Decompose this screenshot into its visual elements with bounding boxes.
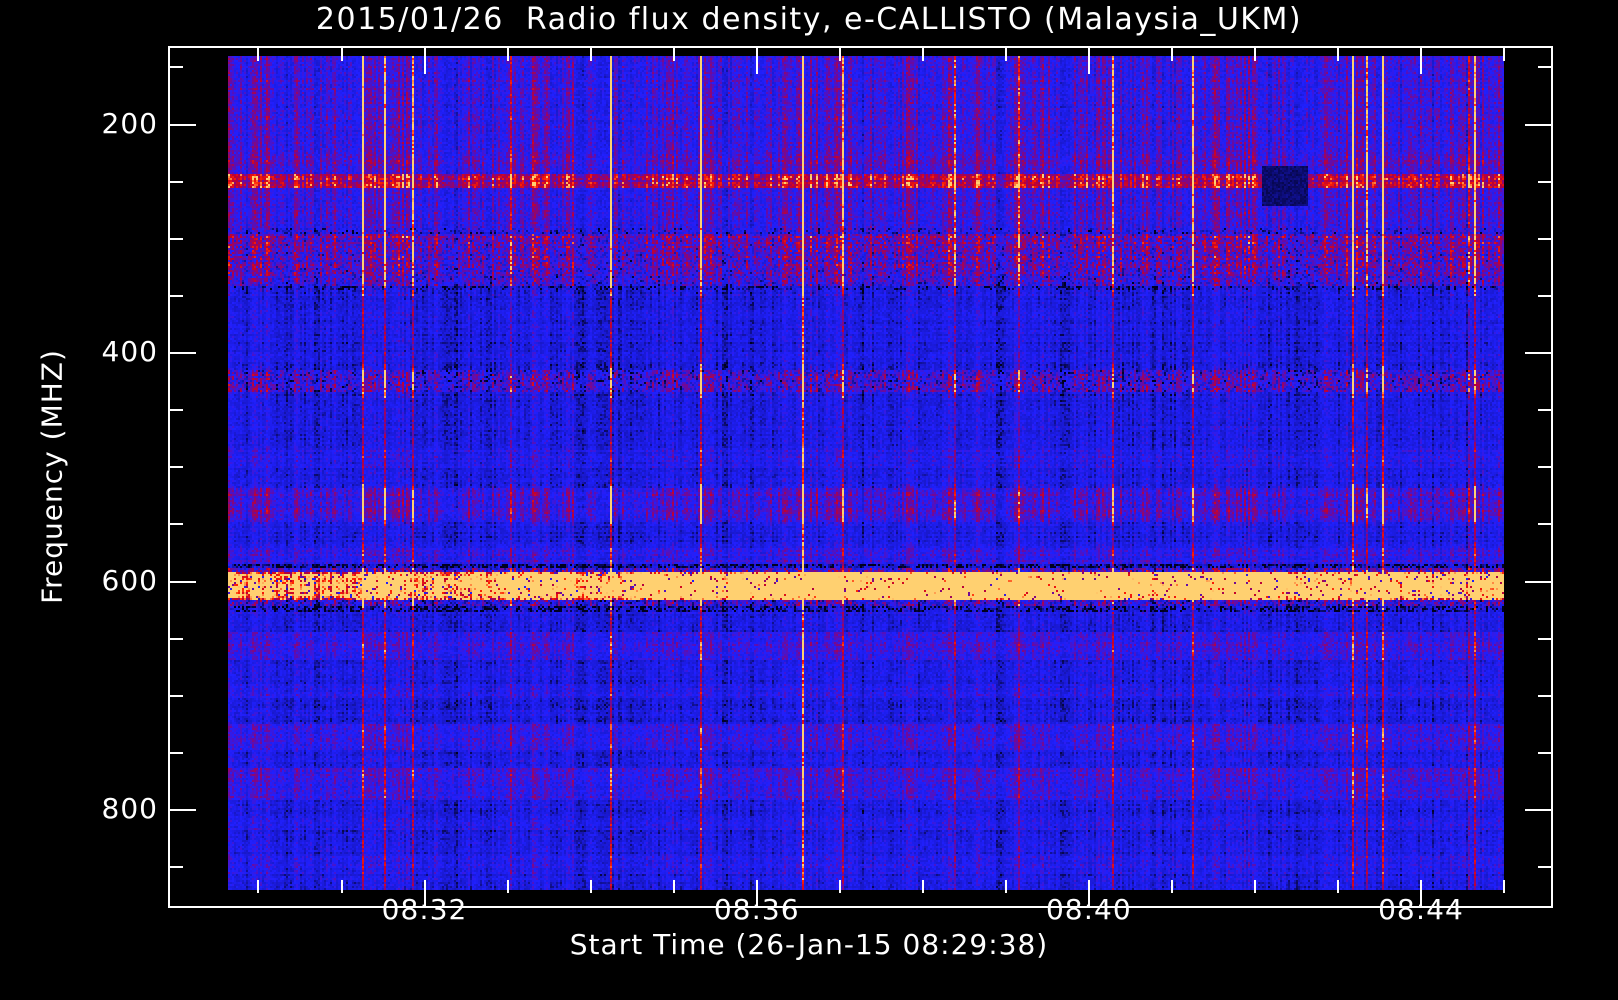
x-tick-30 [257,880,260,893]
y-tick-right-600 [1525,580,1551,583]
x-tick-top-38 [921,48,924,61]
x-tick-top-40 [1087,48,1090,74]
y-tick-300 [170,237,183,240]
y-tick-right-500 [1538,466,1551,469]
x-tick-40 [1087,880,1090,906]
y-tick-right-450 [1538,409,1551,412]
spectrogram-image [228,56,1504,890]
y-tick-450 [170,409,183,412]
y-tick-right-400 [1525,352,1551,355]
y-tick-250 [170,180,183,183]
x-tick-label-0844: 08:44 [1378,893,1464,926]
x-tick-label-0840: 08:40 [1045,893,1132,926]
x-tick-45 [1503,880,1505,893]
x-tick-top-41 [1170,48,1173,61]
y-tick-label-800: 800 [101,792,158,826]
x-tick-33 [506,880,509,893]
y-tick-label-200: 200 [101,106,158,140]
x-tick-top-37 [838,48,841,61]
x-tick-top-42 [1253,48,1256,61]
y-tick-150 [170,66,183,69]
x-tick-38 [921,880,924,893]
x-tick-44 [1419,880,1422,906]
x-tick-36 [755,880,758,906]
x-tick-34 [589,880,592,893]
y-tick-700 [170,694,183,697]
y-tick-750 [170,751,183,754]
x-tick-label-0832: 08:32 [381,893,468,926]
y-tick-right-550 [1538,523,1551,526]
x-tick-label-0836: 08:36 [713,893,800,926]
y-tick-right-850 [1538,866,1551,869]
x-tick-top-45 [1503,48,1505,61]
y-tick-350 [170,294,183,297]
x-tick-top-43 [1336,48,1339,61]
y-tick-right-250 [1538,180,1551,183]
y-tick-right-700 [1538,694,1551,697]
x-tick-top-35 [672,48,675,61]
x-tick-41 [1170,880,1173,893]
x-tick-top-32 [423,48,426,74]
x-tick-32 [423,880,426,906]
x-tick-top-31 [340,48,343,61]
y-tick-right-800 [1525,809,1551,812]
y-tick-right-750 [1538,751,1551,754]
page-title: 2015/01/26 Radio flux density, e-CALLIST… [315,2,1303,37]
y-tick-800 [170,809,196,812]
y-tick-label-600: 600 [101,563,158,597]
y-tick-200 [170,123,196,126]
x-tick-35 [672,880,675,893]
x-tick-42 [1253,880,1256,893]
x-tick-31 [340,880,343,893]
x-tick-top-33 [506,48,509,61]
y-tick-600 [170,580,196,583]
y-tick-right-350 [1538,294,1551,297]
x-tick-top-30 [257,48,260,61]
y-tick-right-200 [1525,123,1551,126]
y-axis-title: Frequency (MHZ) [35,349,69,604]
y-tick-label-400: 400 [101,335,158,369]
x-tick-37 [838,880,841,893]
y-tick-550 [170,523,183,526]
x-axis-title: Start Time (26-Jan-15 08:29:38) [569,928,1049,961]
y-tick-500 [170,466,183,469]
y-tick-850 [170,866,183,869]
x-tick-top-44 [1419,48,1422,74]
x-tick-39 [1004,880,1007,893]
y-tick-right-300 [1538,237,1551,240]
x-tick-top-39 [1004,48,1007,61]
x-tick-top-34 [589,48,592,61]
y-tick-400 [170,352,196,355]
y-tick-right-650 [1538,637,1551,640]
y-tick-650 [170,637,183,640]
x-tick-43 [1336,880,1339,893]
x-tick-top-36 [755,48,758,74]
y-tick-right-150 [1538,66,1551,69]
